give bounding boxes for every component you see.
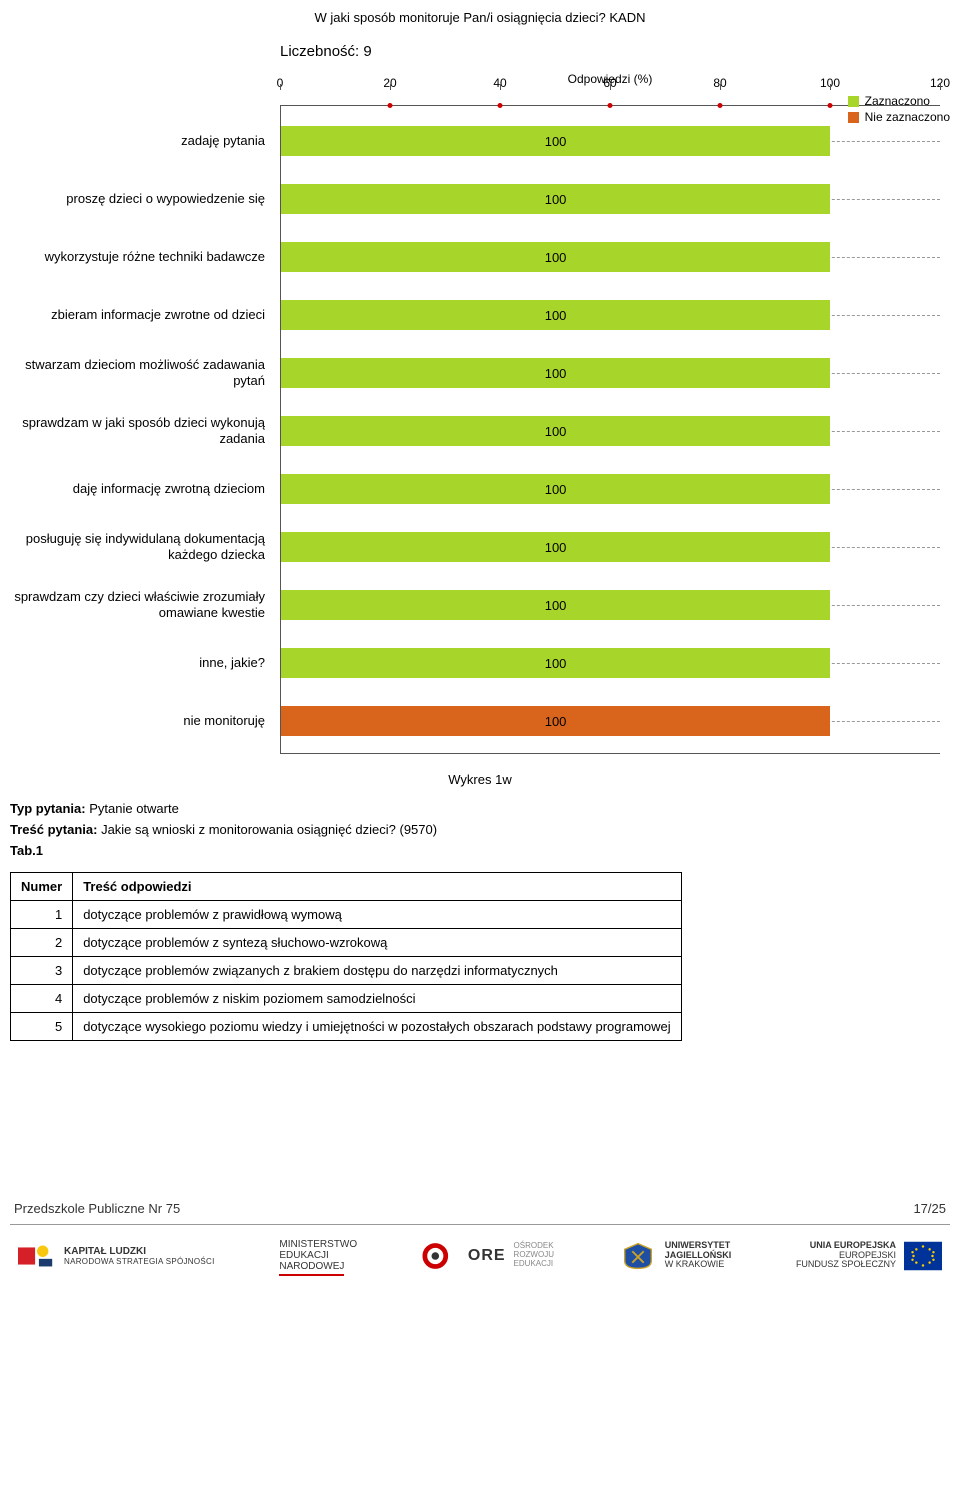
table-row: 2dotyczące problemów z syntezą słuchowo-…	[11, 929, 682, 957]
question-type-line: Typ pytania: Pytanie otwarte	[10, 801, 950, 816]
chart: W jaki sposób monitoruje Pan/i osiągnięc…	[10, 10, 950, 754]
y-axis-label: nie monitoruję	[11, 713, 271, 729]
bar: 100	[281, 242, 830, 272]
chart-subtitle: Liczebność: 9	[280, 43, 950, 60]
table-row: 5dotyczące wysokiego poziomu wiedzy i um…	[11, 1013, 682, 1041]
table-row: 3dotyczące problemów związanych z brakie…	[11, 957, 682, 985]
logo-kapital-ludzki: KAPITAŁ LUDZKINARODOWA STRATEGIA SPÓJNOŚ…	[18, 1241, 215, 1271]
bar-row: proszę dzieci o wypowiedzenie się100	[281, 170, 940, 228]
bar: 100	[281, 474, 830, 504]
bar-row: zadaję pytania100	[281, 112, 940, 170]
y-axis-label: sprawdzam czy dzieci właściwie zrozumiał…	[11, 589, 271, 620]
logo-eu: UNIA EUROPEJSKAEUROPEJSKIFUNDUSZ SPOŁECZ…	[796, 1241, 942, 1271]
question-text-line: Treść pytania: Jakie są wnioski z monito…	[10, 822, 950, 837]
bar-row: inne, jakie?100	[281, 634, 940, 692]
bar-row: wykorzystuje różne techniki badawcze100	[281, 228, 940, 286]
bar: 100	[281, 300, 830, 330]
x-axis: 020406080100120	[280, 90, 940, 106]
footer-right: 17/25	[913, 1201, 946, 1216]
footer: Przedszkole Publiczne Nr 75 17/25	[10, 1201, 950, 1216]
question-text-value: Jakie są wnioski z monitorowania osiągni…	[101, 822, 437, 837]
y-axis-label: zbieram informacje zwrotne od dzieci	[11, 307, 271, 323]
bar: 100	[281, 416, 830, 446]
bar: 100	[281, 706, 830, 736]
chart-caption: Wykres 1w	[10, 772, 950, 787]
bar-row: daję informację zwrotną dzieciom100	[281, 460, 940, 518]
chart-title: W jaki sposób monitoruje Pan/i osiągnięc…	[10, 10, 950, 25]
bar: 100	[281, 648, 830, 678]
logo-men: MINISTERSTWOEDUKACJINARODOWEJ	[279, 1239, 357, 1272]
tab-label: Tab.1	[10, 843, 950, 858]
y-axis-label: inne, jakie?	[11, 655, 271, 671]
question-text-label: Treść pytania:	[10, 822, 97, 837]
table-row: 1dotyczące problemów z prawidłową wymową	[11, 901, 682, 929]
answers-table: NumerTreść odpowiedzi 1dotyczące problem…	[10, 872, 682, 1041]
bar: 100	[281, 590, 830, 620]
bar: 100	[281, 126, 830, 156]
bar-row: sprawdzam czy dzieci właściwie zrozumiał…	[281, 576, 940, 634]
bar: 100	[281, 532, 830, 562]
bar-row: sprawdzam w jaki sposób dzieci wykonują …	[281, 402, 940, 460]
question-type-value: Pytanie otwarte	[89, 801, 179, 816]
table-header: Treść odpowiedzi	[73, 873, 681, 901]
y-axis-label: stwarzam dzieciom możliwość zadawania py…	[11, 357, 271, 388]
y-axis-label: zadaję pytania	[11, 133, 271, 149]
logo-ore: ORE OŚRODEKROZWOJUEDUKACJI	[422, 1241, 554, 1271]
bar: 100	[281, 184, 830, 214]
plot-area: zadaję pytania100proszę dzieci o wypowie…	[280, 106, 940, 754]
logo-strip: KAPITAŁ LUDZKINARODOWA STRATEGIA SPÓJNOŚ…	[10, 1224, 950, 1282]
y-axis-label: sprawdzam w jaki sposób dzieci wykonują …	[11, 415, 271, 446]
y-axis-label: daję informację zwrotną dzieciom	[11, 481, 271, 497]
logo-uj: UNIWERSYTETJAGIELLOŃSKIW KRAKOWIE	[619, 1241, 732, 1271]
question-type-label: Typ pytania:	[10, 801, 86, 816]
table-header: Numer	[11, 873, 73, 901]
table-row: 4dotyczące problemów z niskim poziomem s…	[11, 985, 682, 1013]
y-axis-label: proszę dzieci o wypowiedzenie się	[11, 191, 271, 207]
bar-row: nie monitoruję100	[281, 692, 940, 750]
y-axis-label: posługuję się indywidulaną dokumentacją …	[11, 531, 271, 562]
bar-row: zbieram informacje zwrotne od dzieci100	[281, 286, 940, 344]
bar-row: posługuję się indywidulaną dokumentacją …	[281, 518, 940, 576]
y-axis-label: wykorzystuje różne techniki badawcze	[11, 249, 271, 265]
bar: 100	[281, 358, 830, 388]
bar-row: stwarzam dzieciom możliwość zadawania py…	[281, 344, 940, 402]
footer-left: Przedszkole Publiczne Nr 75	[14, 1201, 180, 1216]
